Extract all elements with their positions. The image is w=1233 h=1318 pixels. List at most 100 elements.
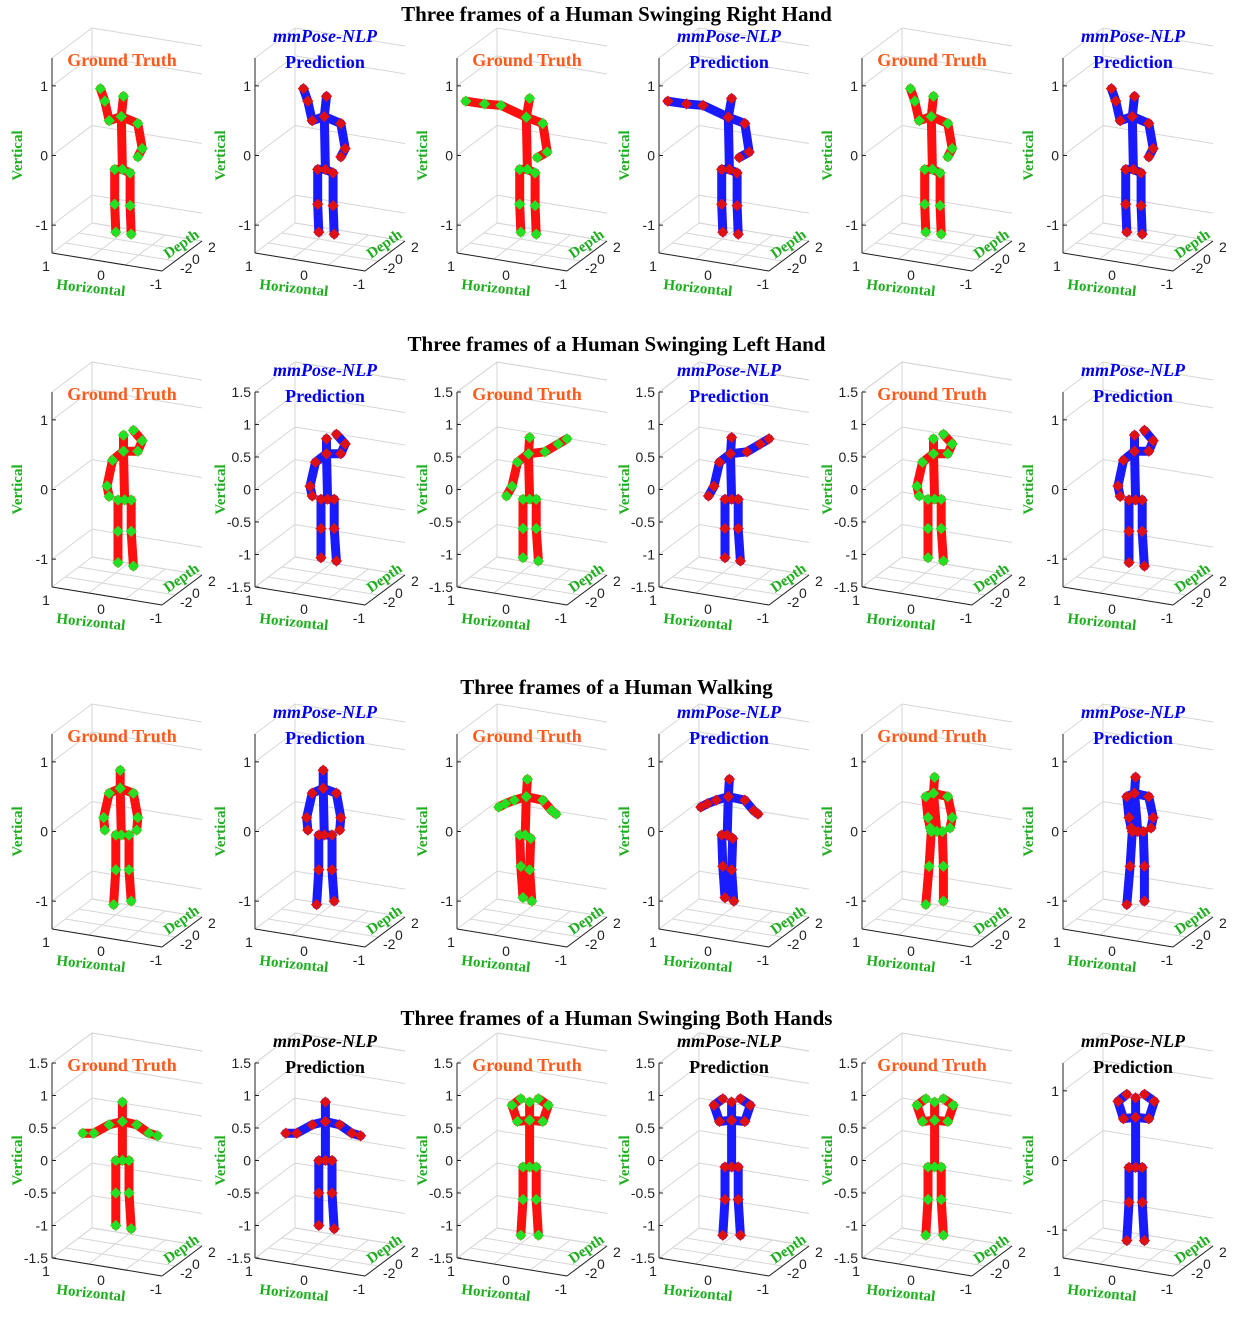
skeleton-joint (719, 552, 731, 564)
z-tick-label: 0 (1051, 482, 1059, 498)
grid-line (658, 1097, 700, 1129)
z-tick-label: -1 (441, 547, 454, 563)
x-axis-label: Horizontal (461, 611, 531, 634)
z-axis-label: Vertical (617, 806, 633, 856)
x-axis (51, 252, 163, 272)
skeleton-joint (922, 811, 934, 824)
grid-line (898, 1233, 939, 1265)
z-tick-label: -1.5 (24, 1250, 48, 1266)
grid-line (658, 426, 700, 458)
x-tick-label: 1 (245, 934, 253, 950)
skeleton-joint (506, 1099, 518, 1111)
grid-line (456, 27, 498, 59)
skeleton-bone (936, 524, 948, 566)
grid-line (294, 361, 406, 381)
grid-line (91, 125, 203, 144)
y-tick-label: -2 (787, 260, 800, 276)
z-tick-label: 0 (40, 482, 48, 498)
z-tick-label: -0.5 (834, 514, 858, 530)
grid-line (125, 1239, 166, 1271)
skeleton-joint (1135, 167, 1147, 179)
grid-line (698, 524, 810, 543)
y-tick-label: 2 (1219, 573, 1227, 589)
skeleton-joint (1114, 115, 1126, 127)
y-tick-label: -2 (585, 594, 598, 610)
skeleton-bone (733, 524, 745, 566)
y-tick-label: 0 (799, 927, 807, 943)
x-axis (456, 928, 568, 948)
grid-line (1102, 361, 1214, 381)
grid-line (65, 576, 176, 596)
panel-title-prediction: Prediction (285, 728, 365, 748)
panel-title-model: mmPose-NLP (273, 360, 378, 380)
skeleton-bone (312, 865, 324, 910)
skeleton-joint (304, 480, 316, 492)
z-tick-label: 0 (445, 482, 453, 498)
z-tick-label: -1 (846, 1218, 859, 1234)
grid-line (281, 566, 392, 586)
skeleton-joint (1129, 1092, 1142, 1104)
skeleton-joint (725, 1096, 738, 1108)
y-tick-label: 0 (799, 1256, 807, 1272)
y-tick-label: 0 (1203, 927, 1211, 943)
grid-line (456, 459, 498, 490)
skeleton-joint (508, 794, 520, 806)
x-tick-label: -1 (150, 1281, 163, 1297)
skeleton-joint (719, 892, 731, 904)
skeleton (94, 82, 148, 240)
grid-line (658, 870, 700, 902)
grid-line (456, 1097, 498, 1129)
panel-title-model: mmPose-NLP (677, 1031, 782, 1051)
y-tick-label: 2 (1219, 239, 1227, 255)
panel-title-model: mmPose-NLP (677, 360, 782, 380)
skeleton-joint (530, 228, 542, 240)
skeleton-joint (335, 151, 347, 163)
z-tick-label: -1 (1047, 217, 1060, 233)
skeleton-joint (532, 555, 545, 567)
grid-line (901, 194, 1013, 214)
skeleton (708, 1093, 756, 1241)
skeleton-joint (1123, 556, 1135, 569)
x-tick-label: 0 (502, 1272, 510, 1288)
x-axis (658, 928, 770, 948)
z-tick-label: 1 (243, 1088, 251, 1104)
skeleton-joint (928, 493, 941, 505)
skeleton-joint (328, 895, 340, 907)
skeleton-bone (1137, 526, 1149, 571)
z-tick-label: -1 (643, 1218, 656, 1234)
skeleton-joint (313, 1154, 325, 1167)
skeleton-joint (937, 1229, 950, 1241)
grid-line (254, 459, 296, 490)
z-tick-label: 0.5 (434, 449, 454, 465)
z-tick-label: -1 (846, 547, 859, 563)
grid-line (91, 556, 203, 576)
grid-line (51, 389, 93, 421)
grid-line (658, 27, 700, 59)
grid-line (1102, 703, 1214, 723)
grid-line (456, 491, 498, 523)
grid-line (1062, 556, 1104, 588)
skeleton (500, 431, 573, 567)
x-tick-label: 1 (245, 1263, 253, 1279)
z-tick-label: -1 (239, 1218, 252, 1234)
grid-line (254, 1227, 296, 1259)
skeleton-joint (754, 438, 766, 450)
x-tick-label: -1 (960, 952, 973, 968)
x-axis (254, 928, 366, 948)
grid-line (78, 232, 189, 252)
z-tick-label: -1.5 (429, 579, 453, 595)
grid-line (530, 568, 571, 600)
grid-line (294, 194, 406, 214)
x-tick-label: 1 (852, 258, 860, 274)
z-axis-label: Vertical (1021, 806, 1037, 856)
skeleton-joint (523, 1096, 536, 1108)
skeleton-joint (732, 1161, 744, 1173)
grid-line (88, 562, 129, 594)
skeleton-joint (515, 1229, 527, 1241)
grid-line (658, 491, 700, 523)
skeleton-joint (719, 1161, 731, 1173)
grid-line (496, 524, 608, 543)
x-tick-label: 0 (97, 267, 105, 283)
y-tick-label: 0 (395, 927, 403, 943)
x-tick-label: 1 (649, 592, 657, 608)
